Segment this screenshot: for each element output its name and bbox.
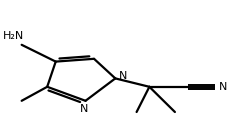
- Text: H₂N: H₂N: [2, 31, 24, 41]
- Text: N: N: [119, 71, 127, 81]
- Text: N: N: [218, 82, 227, 92]
- Text: N: N: [80, 104, 88, 114]
